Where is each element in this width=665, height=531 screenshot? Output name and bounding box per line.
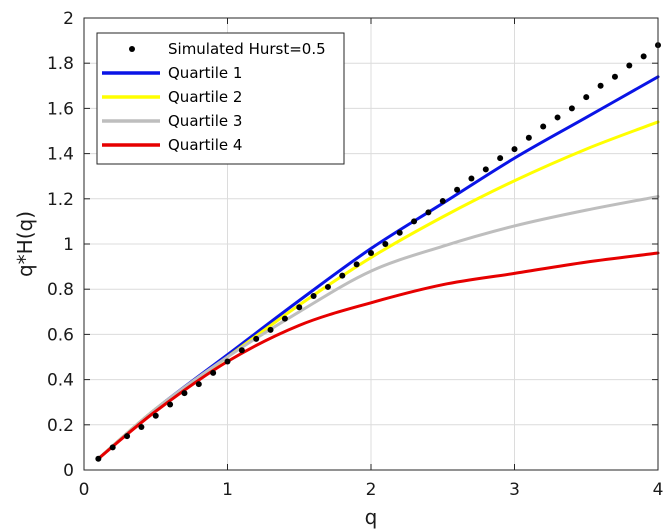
- plot-area: [95, 42, 661, 462]
- data-point: [368, 250, 374, 257]
- data-point: [396, 229, 403, 236]
- legend-entry-label: Quartile 2: [168, 88, 242, 106]
- data-point: [439, 198, 446, 205]
- series-line-quartile-4: [96, 251, 660, 461]
- y-tick-label: 0.4: [47, 371, 74, 391]
- data-point: [109, 444, 116, 451]
- data-point: [454, 186, 461, 193]
- x-tick-label: 1: [222, 480, 233, 500]
- data-point: [425, 209, 432, 216]
- axes: [83, 17, 659, 471]
- y-tick-label: 1.4: [47, 145, 74, 165]
- data-point: [195, 381, 202, 388]
- data-point: [640, 53, 647, 60]
- data-point: [583, 94, 590, 101]
- data-point: [238, 347, 245, 354]
- y-tick-label: 2: [63, 9, 74, 29]
- data-point: [626, 62, 633, 69]
- tick-labels: 0 1 2 3 4 0 0.2 0.4 0.6 0.8 1 1.2 1.4 1.6 1.8 2: [47, 9, 663, 500]
- legend-entry-label: Quartile 3: [168, 112, 242, 130]
- data-point: [611, 73, 618, 80]
- data-point: [468, 175, 475, 182]
- data-point: [224, 358, 231, 365]
- y-tick-label: 1.6: [47, 99, 74, 119]
- data-point: [95, 455, 102, 462]
- data-point: [296, 304, 303, 311]
- data-point: [482, 166, 489, 173]
- x-tick-label: 4: [653, 480, 664, 500]
- data-point: [411, 218, 418, 225]
- x-tick-label: 0: [79, 480, 90, 500]
- legend-entry-label: Quartile 1: [168, 64, 242, 82]
- data-point: [267, 326, 274, 333]
- data-point: [210, 369, 217, 376]
- data-point: [167, 401, 174, 408]
- data-point: [382, 241, 389, 247]
- y-tick-label: 0.2: [47, 416, 74, 436]
- data-point: [281, 315, 288, 322]
- y-tick-label: 1.2: [47, 190, 74, 210]
- y-axis-label: q*H(q): [13, 211, 37, 277]
- data-point: [540, 123, 547, 130]
- data-point: [353, 261, 360, 268]
- data-point: [181, 390, 188, 397]
- y-tick-label: 1: [63, 235, 74, 255]
- data-point: [525, 134, 532, 141]
- data-point: [124, 433, 131, 440]
- data-point: [310, 292, 317, 299]
- y-tick-label: 0.6: [47, 325, 74, 345]
- legend: Simulated Hurst=0.5 Quartile 1 Quartile 2 Q…: [96, 32, 345, 165]
- data-point: [597, 82, 604, 89]
- axes-frame: [83, 17, 659, 471]
- data-point: [511, 146, 518, 153]
- data-point: [497, 155, 504, 162]
- y-tick-label: 1.8: [47, 54, 74, 74]
- data-point: [568, 105, 575, 112]
- data-point: [138, 424, 145, 431]
- data-point: [324, 283, 331, 290]
- data-point: [152, 412, 159, 419]
- x-tick-label: 3: [509, 480, 520, 500]
- legend-entry-label: Simulated Hurst=0.5: [168, 40, 326, 58]
- legend-entry-label: Quartile 4: [168, 136, 242, 154]
- y-tick-label: 0.8: [47, 280, 74, 300]
- data-point: [554, 114, 561, 121]
- series-line-quartile-3: [96, 195, 660, 461]
- y-tick-label: 0: [63, 461, 74, 481]
- data-point: [253, 335, 260, 342]
- x-tick-label: 2: [366, 480, 377, 500]
- legend-marker-dot: [129, 46, 135, 52]
- data-point: [339, 272, 346, 279]
- x-axis-label: q: [365, 505, 378, 529]
